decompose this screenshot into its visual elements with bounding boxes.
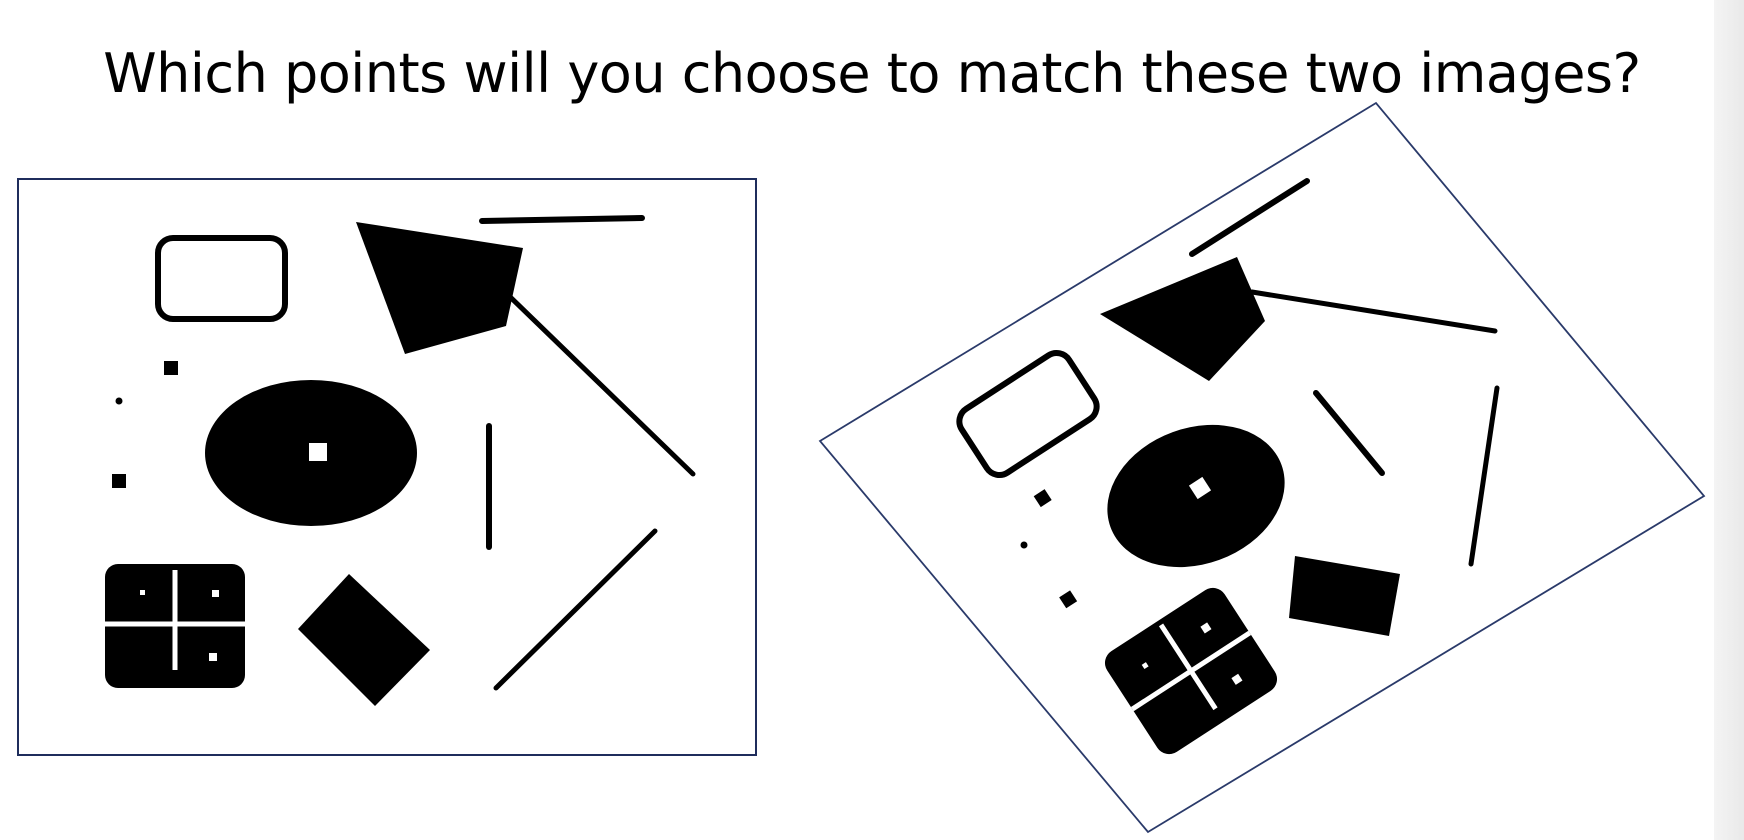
quadrilateral-filled	[356, 222, 523, 354]
diagonal-line-bottom	[493, 528, 658, 691]
rounded-rectangle-outline	[956, 350, 1100, 478]
diamond-filled	[1289, 556, 1400, 636]
slide-title: Which points will you choose to match th…	[103, 42, 1641, 105]
small-square-1	[1033, 489, 1052, 508]
small-square-1	[164, 361, 178, 375]
short-diagonal-line	[1313, 390, 1385, 476]
window-square	[1104, 587, 1278, 755]
vertical-line	[1468, 385, 1500, 567]
quadrilateral-filled	[1100, 257, 1265, 381]
window-square	[105, 564, 245, 688]
diamond-filled	[298, 574, 430, 706]
long-line-top	[479, 215, 645, 224]
original-image	[17, 178, 757, 756]
rotated-image	[818, 101, 1706, 834]
dot	[115, 397, 123, 405]
ellipse-hole	[309, 443, 327, 461]
long-line-top	[1189, 178, 1310, 257]
small-square-2	[1059, 590, 1078, 609]
small-square-2	[112, 474, 126, 488]
ellipse-hole	[1188, 476, 1212, 500]
scrollbar-edge	[1714, 0, 1744, 840]
rounded-rectangle-outline	[155, 235, 288, 322]
diagonal-line-right	[1249, 289, 1498, 334]
dot	[1020, 541, 1028, 549]
diagonal-line-right	[502, 289, 696, 477]
